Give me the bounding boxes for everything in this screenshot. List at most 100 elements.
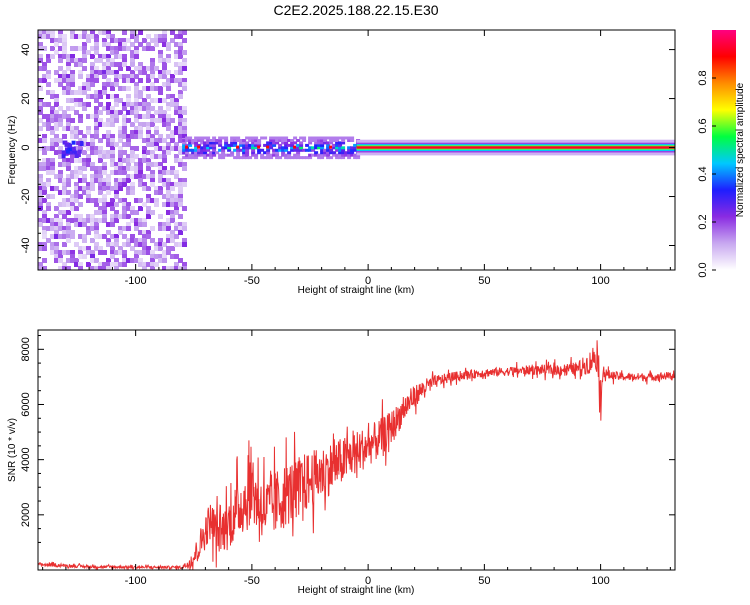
spectrogram-cell: [66, 78, 71, 83]
spectrogram-cell: [42, 114, 47, 119]
spectrogram-cell: [174, 62, 179, 67]
spectrogram-cell: [98, 186, 103, 191]
spectrogram-cell: [275, 136, 280, 140]
spectrogram-cell: [82, 82, 87, 87]
spectrogram-cell: [347, 156, 352, 160]
spectrogram-cell: [42, 230, 47, 235]
spectrogram-cell: [82, 150, 87, 155]
spectrogram-cell: [74, 198, 79, 203]
spectrogram-cell: [146, 134, 151, 139]
spectrogram-cell: [218, 143, 223, 147]
spectrogram-cell: [182, 134, 187, 139]
spectrogram-cell: [118, 198, 123, 203]
spectrogram-cell: [251, 151, 256, 155]
spectrogram-cell: [78, 166, 83, 171]
spectrogram-cell: [110, 146, 115, 151]
colorbar-label: Normalized spectral amplitude: [735, 82, 746, 217]
spectrogram-cell: [98, 174, 103, 179]
spectrogram-cell: [150, 70, 155, 75]
spectrogram-cell: [66, 158, 71, 163]
spectrogram-cell: [257, 143, 262, 147]
spectrogram-cell: [185, 145, 189, 149]
spectrogram-cell: [54, 38, 59, 43]
spectrogram-cell: [65, 149, 70, 154]
spectrogram-cell: [158, 90, 163, 95]
spectrogram-cell: [162, 154, 167, 159]
spectrogram-cell: [94, 34, 99, 39]
spectrogram-cell: [158, 238, 163, 243]
spectrogram-cell: [46, 126, 51, 131]
spectrogram-cell: [242, 141, 247, 145]
spectrogram-cell: [138, 126, 143, 131]
spectrogram-cell: [236, 156, 241, 160]
spectrogram-cell: [344, 151, 349, 155]
spectrogram-cell: [46, 90, 51, 95]
spectrogram-cell: [82, 238, 87, 243]
spectrogram-cell: [66, 166, 71, 171]
spectrogram-cell: [90, 238, 95, 243]
spectrogram-cell: [138, 206, 143, 211]
spectrogram-cell: [138, 258, 143, 263]
spectrogram-cell: [90, 138, 95, 143]
spectrogram-cell: [174, 202, 179, 207]
snr-frame: [37, 329, 676, 571]
spectrogram-cell: [138, 242, 143, 247]
spectrogram-cell: [94, 222, 99, 227]
spectrogram-cell: [166, 142, 171, 147]
spectrogram-cell: [233, 156, 238, 160]
spectrogram-cell: [98, 262, 103, 267]
spectrogram-cell: [146, 106, 151, 111]
spectrogram-cell: [58, 174, 63, 179]
spectrogram-cell: [38, 198, 43, 203]
spectrogram-cell: [98, 178, 103, 183]
spectrogram-cell: [122, 86, 127, 91]
spectrogram-cell: [118, 226, 123, 231]
spectrogram-cell: [150, 238, 155, 243]
spectrogram-cell: [275, 153, 280, 157]
spectrogram-cell: [102, 218, 107, 223]
spectrogram-cell: [245, 136, 250, 140]
spectrogram-cell: [138, 134, 143, 139]
spectrogram-cell: [170, 266, 175, 270]
spectrogram-cell: [50, 34, 55, 39]
spectrogram-cell: [162, 178, 167, 183]
spectrogram-cell: [122, 134, 127, 139]
spectrogram-cell: [58, 38, 63, 43]
spectrogram-cell: [42, 258, 47, 263]
spectrogram-cell: [142, 114, 147, 119]
spectrogram-y-tick-label: 40: [20, 43, 32, 55]
spectrogram-cell: [166, 102, 171, 107]
spectrogram-cell: [78, 86, 83, 91]
spectrogram-cell: [98, 266, 103, 270]
spectrogram-cell: [209, 146, 214, 150]
spectrogram-cell: [38, 126, 43, 131]
spectrogram-cell: [106, 54, 111, 59]
spectrogram-cell: [58, 122, 63, 127]
spectrogram-cell: [70, 130, 75, 135]
spectrogram-cell: [166, 182, 171, 187]
spectrogram-cell: [98, 234, 103, 239]
spectrogram-cell: [74, 214, 79, 219]
spectrogram-cell: [74, 194, 79, 199]
spectrogram-cell: [94, 110, 99, 115]
spectrogram-cell: [118, 230, 123, 235]
spectrogram-cell: [98, 198, 103, 203]
spectrogram-cell: [323, 141, 328, 145]
spectrogram-cell: [130, 54, 135, 59]
spectrogram-cell: [353, 146, 358, 150]
spectrogram-cell: [94, 58, 99, 63]
spectrogram-cell: [218, 156, 223, 160]
spectrogram-cell: [66, 178, 71, 183]
spectrogram-cell: [257, 141, 262, 145]
spectrogram-cell: [114, 186, 119, 191]
spectrogram-cell: [150, 134, 155, 139]
spectrogram-cell: [130, 154, 135, 159]
spectrogram-cell: [236, 153, 241, 157]
spectrogram-cell: [251, 148, 256, 152]
spectrogram-cell: [94, 166, 99, 171]
spectrogram-cell: [54, 138, 59, 143]
spectrogram-cell: [70, 70, 75, 75]
spectrogram-cell: [62, 38, 67, 43]
spectrogram-cell: [70, 206, 75, 211]
spectrogram-cell: [110, 62, 115, 67]
